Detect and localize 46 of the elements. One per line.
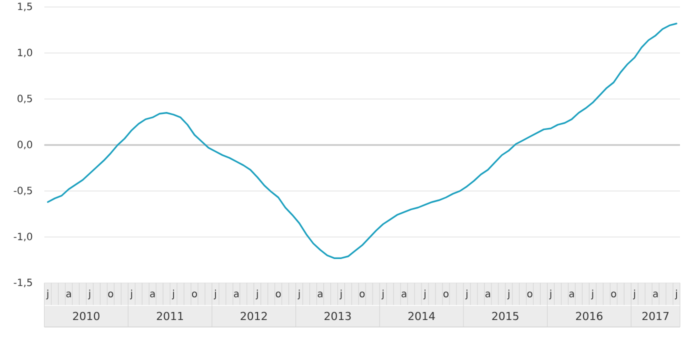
x-tick-label: j — [465, 290, 468, 300]
x-tick-label: j — [591, 290, 594, 300]
x-tick-label: j — [423, 290, 426, 300]
x-tick-label: a — [569, 292, 574, 298]
text: 2010 — [73, 312, 100, 320]
x-tick-label: j — [46, 290, 48, 300]
x-tick-label: a — [653, 292, 658, 298]
x-tick-label: j — [633, 290, 636, 300]
y-tick-label: -1,5 — [14, 278, 32, 288]
x-tick-label: j — [256, 290, 258, 300]
text: 2011 — [156, 312, 183, 320]
x-tick-label: j — [88, 290, 90, 300]
x-tick-label: j — [674, 290, 677, 300]
x-tick-label: a — [66, 292, 71, 298]
x-tick-label: a — [150, 292, 155, 298]
x-tick-label: o — [611, 292, 616, 298]
x-tick-label: o — [108, 292, 114, 298]
y-tick-label: -1,0 — [14, 232, 32, 242]
y-tick-label: 1,5 — [18, 2, 32, 12]
x-tick-label: j — [340, 290, 342, 300]
x-tick-label: o — [443, 292, 448, 298]
text: 2014 — [408, 312, 435, 320]
x-tick-label: o — [276, 292, 281, 298]
text: 2013 — [324, 312, 351, 320]
x-tick-label: a — [402, 292, 406, 298]
y-tick-label: -0,5 — [14, 186, 32, 196]
text: 2017 — [642, 312, 669, 320]
x-tick-label: o — [192, 292, 197, 298]
text: 2015 — [492, 312, 518, 320]
x-tick-label: j — [507, 290, 510, 300]
x-tick-label: a — [485, 292, 490, 298]
x-tick-label: j — [298, 290, 300, 300]
x-tick-label: j — [130, 290, 132, 300]
y-tick-label: 0,0 — [18, 140, 32, 150]
text: 2012 — [240, 312, 267, 320]
x-tick-label: j — [549, 290, 552, 300]
x-tick-label: o — [527, 292, 532, 298]
y-tick-label: 1,0 — [18, 48, 32, 58]
text: 2016 — [576, 312, 602, 320]
x-tick-label: j — [214, 290, 216, 300]
x-tick-label: j — [172, 290, 174, 300]
x-tick-label: o — [360, 292, 365, 298]
x-tick-label: a — [318, 292, 322, 298]
y-tick-label: 0,5 — [18, 94, 32, 104]
x-tick-label: j — [382, 290, 384, 300]
x-tick-label: a — [234, 292, 239, 298]
